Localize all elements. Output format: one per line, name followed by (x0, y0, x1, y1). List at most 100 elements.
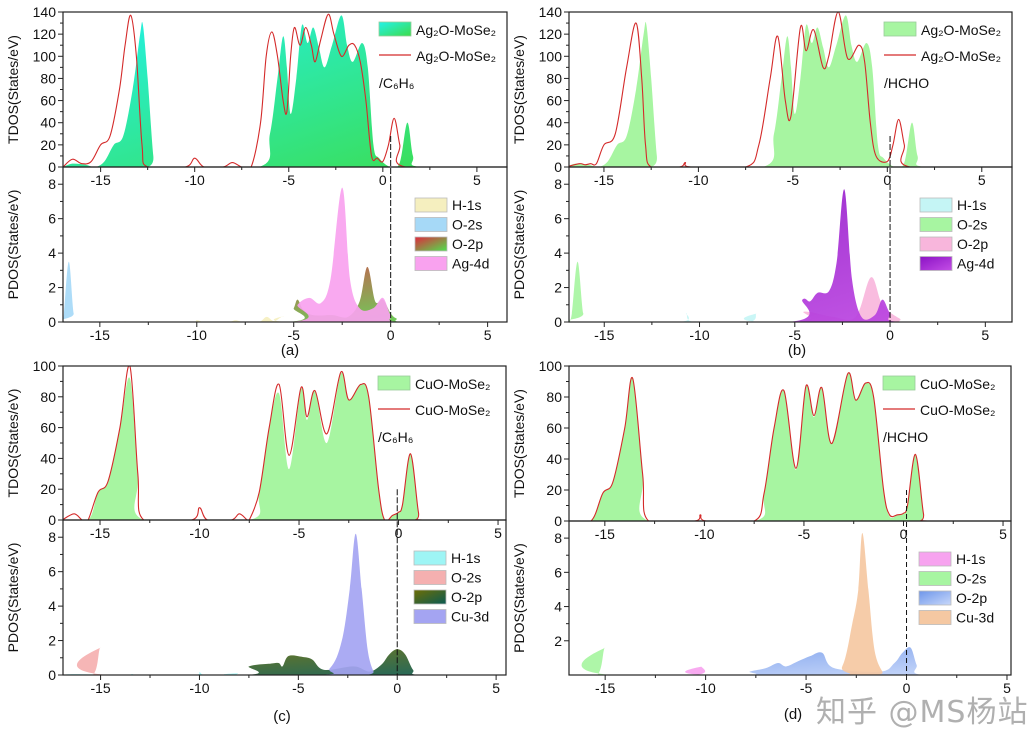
y-tick-label: 40 (546, 115, 562, 131)
series-area-CuO-MoSe₂ (569, 372, 1011, 521)
y-tick-label: 20 (546, 482, 562, 498)
legend-swatch (918, 610, 952, 625)
x-tick-label: 0 (903, 680, 911, 696)
panel-label: (b) (788, 342, 806, 359)
legend-label: Cu-3d (451, 609, 489, 625)
legend-swatch (413, 570, 447, 585)
x-tick-label: 5 (981, 327, 989, 343)
y-axis-label: TDOS(States/eV) (511, 35, 527, 144)
x-tick-label: -5 (292, 680, 305, 696)
y-tick-label: 2 (48, 633, 56, 649)
y-tick-label: 6 (554, 564, 562, 580)
y-tick-label: 60 (40, 93, 56, 109)
legend-swatch (883, 21, 917, 37)
x-tick-label: 0 (379, 172, 387, 188)
legend-swatch (918, 551, 952, 567)
panel-2-tdos-plot: -15 -10 -5 0 5 0 20 40 60 80 100 TDOS(States/eV) CuO… (5, 358, 507, 541)
series-line-Ag₂O-MoSe₂/C₆H₆ (63, 13, 507, 167)
x-tick-label: 5 (473, 172, 481, 188)
y-tick-label: 4 (554, 245, 562, 261)
x-tick-label: -5 (293, 525, 306, 541)
legend-label: O-2s (957, 217, 987, 233)
series-area-Ag₂O-MoSe₂ (63, 15, 507, 167)
legend-swatch (882, 375, 916, 391)
legend-label: O-2s (452, 217, 482, 233)
x-tick-label: -10 (189, 680, 209, 696)
y-tick-label: 0 (48, 667, 56, 683)
x-tick-label: -5 (798, 526, 811, 542)
y-tick-label: 60 (546, 420, 562, 436)
panel-0-pdos-plot: -15 -10 -5 0 5 0 2 4 6 8 PDOS(States/eV) H-1s O-2s O-… (5, 166, 508, 343)
legend-label-cont: /C₆H₆ (379, 75, 414, 91)
y-tick-label: 4 (554, 599, 562, 615)
y-axis-label: PDOS(States/eV) (5, 543, 21, 653)
plot-area (569, 372, 1011, 521)
x-tick-label: -10 (187, 327, 207, 343)
y-tick-label: 8 (554, 530, 562, 546)
x-tick-label: 0 (883, 172, 891, 188)
legend-label: H-1s (451, 550, 481, 566)
x-tick-label: -10 (688, 172, 708, 188)
x-tick-label: -15 (594, 327, 614, 343)
legend-swatch (918, 590, 952, 606)
plot-area (569, 12, 1012, 167)
legend-label-cont: /HCHO (884, 75, 929, 91)
y-tick-label: 20 (40, 481, 56, 497)
x-tick-label: 5 (492, 680, 500, 696)
panel-label: (d) (784, 706, 802, 723)
panel-2-pdos-plot: -15 -10 -5 0 5 0 2 4 6 8 PDOS(States/eV) H-1s O-2s O-… (5, 519, 507, 696)
legend-swatch (414, 236, 448, 252)
panel-3-tdos-plot: -15 -10 -5 0 5 0 20 40 60 80 100 TDOS(States/eV) CuO… (511, 358, 1012, 542)
y-tick-label: 0 (554, 513, 562, 529)
y-tick-label: 80 (546, 389, 562, 405)
x-tick-label: 0 (395, 525, 403, 541)
x-tick-label: 0 (900, 526, 908, 542)
legend-swatch (413, 609, 447, 624)
y-axis-label: TDOS(States/eV) (5, 35, 21, 144)
y-tick-label: 120 (33, 26, 57, 42)
x-tick-label: -5 (287, 327, 300, 343)
y-tick-label: 2 (48, 280, 56, 296)
y-tick-label: 6 (554, 211, 562, 227)
series-area-O-2p (569, 277, 1012, 322)
y-tick-label: 120 (539, 26, 563, 42)
legend-label: O-2p (957, 236, 988, 252)
series-line-CuO-MoSe₂/HCHO (569, 372, 1011, 521)
y-tick-label: 60 (40, 420, 56, 436)
legend-label: O-2s (451, 570, 481, 586)
legend-label: Ag-4d (452, 256, 489, 272)
y-tick-label: 100 (33, 358, 57, 374)
legend: CuO-MoSe₂ CuO-MoSe₂/HCHO (882, 375, 995, 445)
y-tick-label: 100 (33, 48, 57, 64)
legend-label: H-1s (956, 551, 986, 567)
x-tick-label: 5 (978, 172, 986, 188)
panel-1-tdos-plot: -15 -10 -5 0 5 0 20 40 60 80 100 120 140 TDOS(States/… (511, 4, 1013, 188)
y-tick-label: 140 (539, 4, 563, 20)
legend-label: CuO-MoSe₂ (415, 402, 490, 418)
legend-label: H-1s (957, 197, 987, 213)
legend-label: O-2s (956, 571, 986, 587)
x-tick-label: -10 (696, 680, 716, 696)
x-tick-label: 5 (999, 526, 1007, 542)
legend: H-1s O-2s O-2p Ag-4d (414, 197, 489, 272)
legend-label: O-2p (956, 590, 987, 606)
series-area-CuO-MoSe₂ (63, 372, 506, 520)
plot-area (63, 366, 506, 520)
legend: Ag₂O-MoSe₂ Ag₂O-MoSe₂/C₆H₆ (378, 21, 496, 91)
x-tick-label: -15 (595, 526, 615, 542)
panel-0-tdos-plot: -15 -10 -5 0 5 0 20 40 60 80 100 120 140 TDOS(States/… (5, 4, 508, 188)
legend: H-1s O-2s O-2p Cu-3d (918, 551, 994, 626)
y-tick-label: 80 (40, 389, 56, 405)
legend-label-cont: /HCHO (883, 429, 928, 445)
legend-label: Ag₂O-MoSe₂ (921, 48, 1001, 64)
legend: H-1s O-2s O-2p Ag-4d (919, 197, 994, 272)
x-tick-label: -10 (189, 525, 209, 541)
y-tick-label: 80 (40, 70, 56, 86)
panel-3-pdos-plot: -15 -10 -5 0 5 2 4 6 8 PDOS(States/eV) H-1s O-2s O-2… (511, 520, 1012, 696)
legend-swatch (414, 256, 448, 271)
legend: CuO-MoSe₂ CuO-MoSe₂/C₆H₆ (377, 375, 490, 445)
x-tick-label: 5 (494, 525, 502, 541)
panel-label: (a) (281, 342, 299, 359)
axes-frame (568, 520, 1012, 676)
